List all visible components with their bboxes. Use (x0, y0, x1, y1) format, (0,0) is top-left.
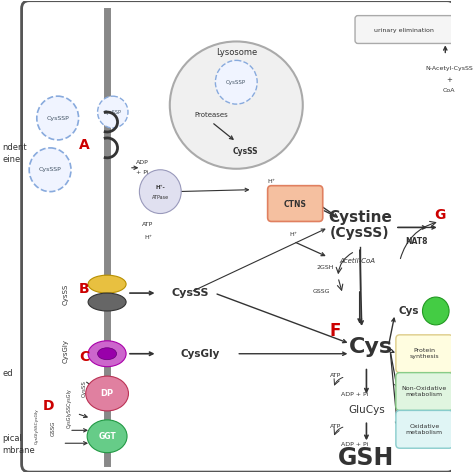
Text: Acetil-CoA: Acetil-CoA (339, 258, 375, 264)
Text: N-Acetyl-CysSS: N-Acetyl-CysSS (425, 66, 473, 71)
Text: NAT8: NAT8 (406, 237, 428, 246)
Text: ed: ed (2, 369, 13, 378)
Text: G: G (434, 208, 445, 221)
Text: urinary elimination: urinary elimination (374, 28, 434, 33)
Ellipse shape (98, 348, 117, 360)
FancyBboxPatch shape (355, 16, 454, 44)
Text: Proteases: Proteases (195, 112, 228, 118)
Circle shape (98, 96, 128, 128)
Text: H⁺: H⁺ (267, 179, 275, 184)
Text: mbrane: mbrane (2, 446, 36, 455)
Text: D: D (43, 400, 54, 413)
Text: CysSS: CysSS (172, 288, 210, 298)
Text: ADP: ADP (136, 160, 148, 165)
Text: GSSG: GSSG (50, 420, 55, 436)
Text: CysSS: CysSS (62, 283, 68, 305)
Text: B: B (79, 282, 90, 296)
Ellipse shape (88, 341, 126, 367)
Circle shape (29, 148, 71, 191)
FancyBboxPatch shape (22, 0, 455, 472)
Text: ADP + Pi: ADP + Pi (341, 442, 368, 447)
Text: C: C (79, 350, 90, 364)
Text: CysSSP: CysSSP (226, 80, 246, 85)
Circle shape (215, 60, 257, 104)
Text: CysSSP: CysSSP (39, 167, 62, 172)
Text: Cystine: Cystine (328, 210, 392, 225)
Text: CysSSP: CysSSP (104, 109, 122, 115)
Text: GSSG: GSSG (313, 289, 330, 293)
Text: Non-Oxidative
metabolism: Non-Oxidative metabolism (402, 386, 447, 397)
Circle shape (139, 170, 181, 213)
Text: eine: eine (2, 155, 21, 164)
Text: H⁺-: H⁺- (155, 185, 165, 190)
Text: F: F (329, 322, 341, 340)
Text: GSH: GSH (338, 446, 394, 470)
Text: ATP: ATP (329, 373, 341, 378)
FancyBboxPatch shape (396, 373, 453, 410)
Text: Cys: Cys (349, 337, 393, 357)
Text: A: A (79, 138, 90, 152)
Ellipse shape (88, 293, 126, 311)
FancyBboxPatch shape (268, 186, 323, 221)
Text: CoA: CoA (443, 88, 456, 93)
Text: Protein
synthesis: Protein synthesis (410, 348, 439, 359)
Ellipse shape (87, 420, 127, 453)
Text: H⁺: H⁺ (289, 232, 297, 237)
Circle shape (422, 297, 449, 325)
Text: CTNS: CTNS (284, 200, 307, 209)
Text: + Pi: + Pi (136, 170, 148, 175)
Text: Cys: Cys (399, 306, 419, 316)
Text: +: + (446, 77, 452, 83)
Text: 2GSH: 2GSH (317, 264, 334, 270)
Text: CysSSP: CysSSP (46, 116, 69, 120)
Ellipse shape (88, 275, 126, 293)
Text: GluCys: GluCys (348, 405, 385, 415)
Text: CysSS: CysSS (82, 380, 87, 397)
Circle shape (37, 96, 79, 140)
Text: (CysSS): (CysSS) (330, 227, 390, 240)
Text: ATPase: ATPase (152, 195, 169, 200)
Text: CysSS: CysSS (233, 147, 258, 156)
Text: CysGly: CysGly (62, 339, 68, 363)
FancyBboxPatch shape (396, 335, 453, 373)
Text: DP: DP (100, 389, 114, 398)
Text: CysGlySSCysGly: CysGlySSCysGly (35, 409, 39, 444)
Text: ndent: ndent (2, 143, 27, 152)
Text: ATP: ATP (329, 424, 341, 429)
FancyBboxPatch shape (396, 410, 453, 448)
Ellipse shape (170, 41, 303, 169)
Text: Oxidative
metabolism: Oxidative metabolism (406, 424, 443, 435)
Text: pical: pical (2, 434, 22, 443)
Ellipse shape (86, 376, 128, 411)
Text: ATP: ATP (142, 222, 154, 227)
Text: GGT: GGT (98, 432, 116, 441)
Text: CysGlySSCysGly: CysGlySSCysGly (66, 389, 72, 428)
Text: ADP + Pi: ADP + Pi (341, 392, 368, 397)
Text: H⁺: H⁺ (144, 235, 152, 240)
Text: Lysosome: Lysosome (216, 48, 257, 57)
Text: CysGly: CysGly (181, 349, 220, 359)
